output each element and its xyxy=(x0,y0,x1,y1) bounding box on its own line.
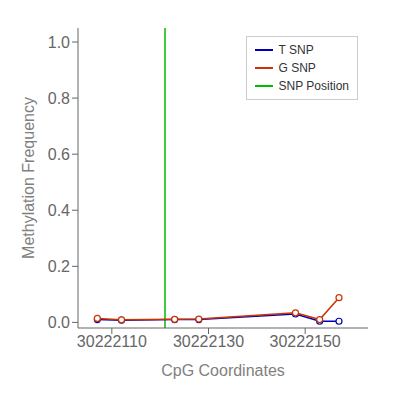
html-text:G SNP: G SNP xyxy=(278,61,316,75)
svg-text:1.0: 1.0 xyxy=(48,34,70,51)
svg-text:30222110: 30222110 xyxy=(77,333,147,350)
html-text:SNP Position: SNP Position xyxy=(278,79,349,93)
svg-text:Methylation Frequency: Methylation Frequency xyxy=(20,97,37,259)
svg-text:CpG Coordinates: CpG Coordinates xyxy=(161,362,285,379)
html-text:T SNP: T SNP xyxy=(278,43,314,57)
svg-text:0.6: 0.6 xyxy=(48,146,70,163)
svg-text:0.4: 0.4 xyxy=(48,202,70,219)
svg-text:0.2: 0.2 xyxy=(48,258,70,275)
svg-text:30222150: 30222150 xyxy=(270,333,341,350)
svg-text:0.8: 0.8 xyxy=(48,90,70,107)
svg-text:30222130: 30222130 xyxy=(173,333,244,350)
svg-text:0.0: 0.0 xyxy=(48,314,70,331)
